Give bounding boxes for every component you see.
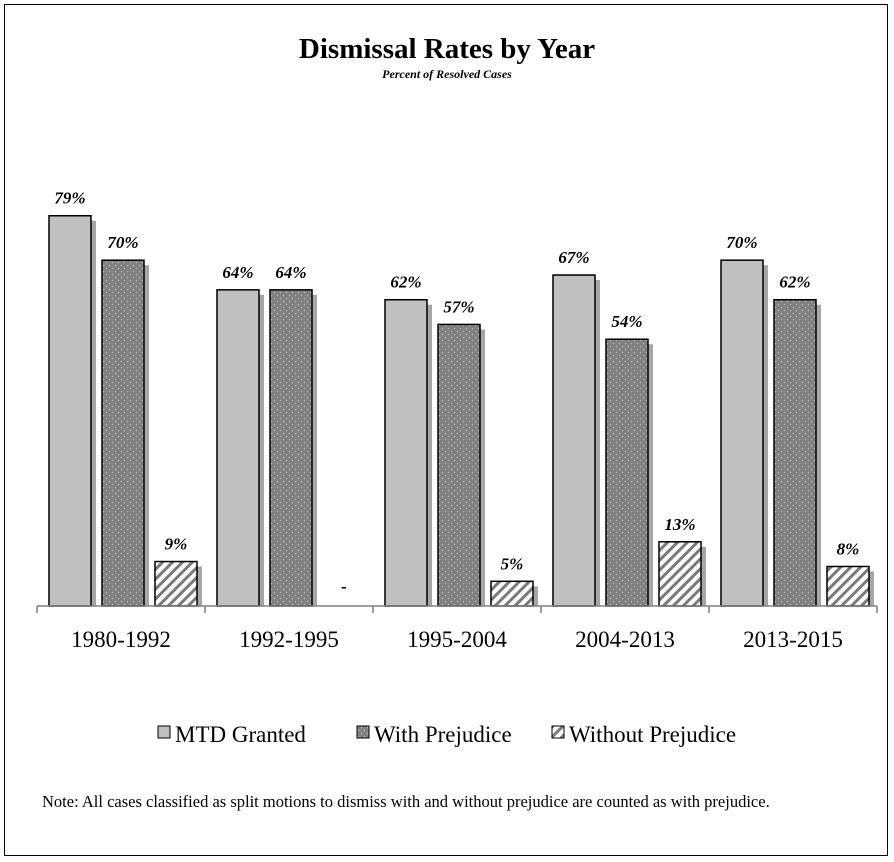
- data-label: 64%: [222, 263, 253, 282]
- bar-with-2013-2015: [773, 298, 817, 607]
- bar-mtd-1980-1992: [48, 214, 92, 607]
- legend-item-mtd: MTD Granted: [157, 722, 306, 747]
- legend-label: With Prejudice: [374, 722, 512, 747]
- data-label: 9%: [165, 535, 188, 554]
- data-label: 57%: [443, 297, 474, 316]
- bar-mtd-1995-2004: [384, 298, 428, 607]
- data-label: -: [341, 577, 347, 596]
- legend: MTD Granted With Prejudice Without Prejudi…: [157, 722, 736, 747]
- x-tick-label: 1980-1992: [71, 627, 171, 652]
- legend-swatch: [157, 725, 171, 739]
- data-label: 67%: [558, 248, 589, 267]
- chart-title: Dismissal Rates by Year: [299, 33, 595, 65]
- data-label: 5%: [501, 554, 524, 573]
- legend-label: Without Prejudice: [569, 722, 736, 747]
- bar-with-1980-1992: [101, 259, 145, 607]
- bar-without-1995-2004: [490, 580, 534, 607]
- x-tick-label: 1995-2004: [407, 627, 507, 652]
- data-label: 62%: [779, 273, 810, 292]
- bars-group: 79% 70% 9% 64% 64% - 62% 57% 5% 67% 54% 13% 70% 62% 8%: [48, 189, 874, 607]
- chart-subtitle: Percent of Resolved Cases: [382, 67, 512, 81]
- data-label: 8%: [837, 539, 860, 558]
- bar-without-2013-2015: [826, 565, 870, 607]
- data-label: 54%: [611, 312, 642, 331]
- footnote: Note: All cases classified as split moti…: [42, 792, 770, 811]
- bar-with-1995-2004: [437, 323, 481, 607]
- bar-without-2004-2013: [658, 541, 702, 607]
- bar-mtd-1992-1995: [216, 289, 260, 607]
- data-label: 62%: [390, 273, 421, 292]
- legend-label: MTD Granted: [175, 722, 306, 747]
- bar-mtd-2013-2015: [720, 259, 764, 607]
- bar-with-1992-1995: [269, 289, 313, 607]
- x-axis: 1980-1992 1992-1995 1995-2004 2004-2013 2013…: [36, 605, 878, 652]
- data-label: 13%: [664, 515, 695, 534]
- legend-item-with: With Prejudice: [356, 722, 512, 747]
- data-label: 70%: [726, 233, 757, 252]
- x-tick-label: 1992-1995: [239, 627, 339, 652]
- x-tick-label: 2004-2013: [575, 627, 675, 652]
- data-label: 64%: [275, 263, 306, 282]
- bar-mtd-2004-2013: [552, 274, 596, 607]
- x-tick-label: 2013-2015: [743, 627, 843, 652]
- bar-without-1980-1992: [154, 560, 198, 607]
- data-label: 70%: [107, 233, 138, 252]
- data-label: 79%: [54, 189, 85, 208]
- legend-swatch: [356, 725, 370, 739]
- legend-swatch: [551, 725, 565, 739]
- bar-with-2004-2013: [605, 338, 649, 607]
- legend-item-without: Without Prejudice: [551, 722, 736, 747]
